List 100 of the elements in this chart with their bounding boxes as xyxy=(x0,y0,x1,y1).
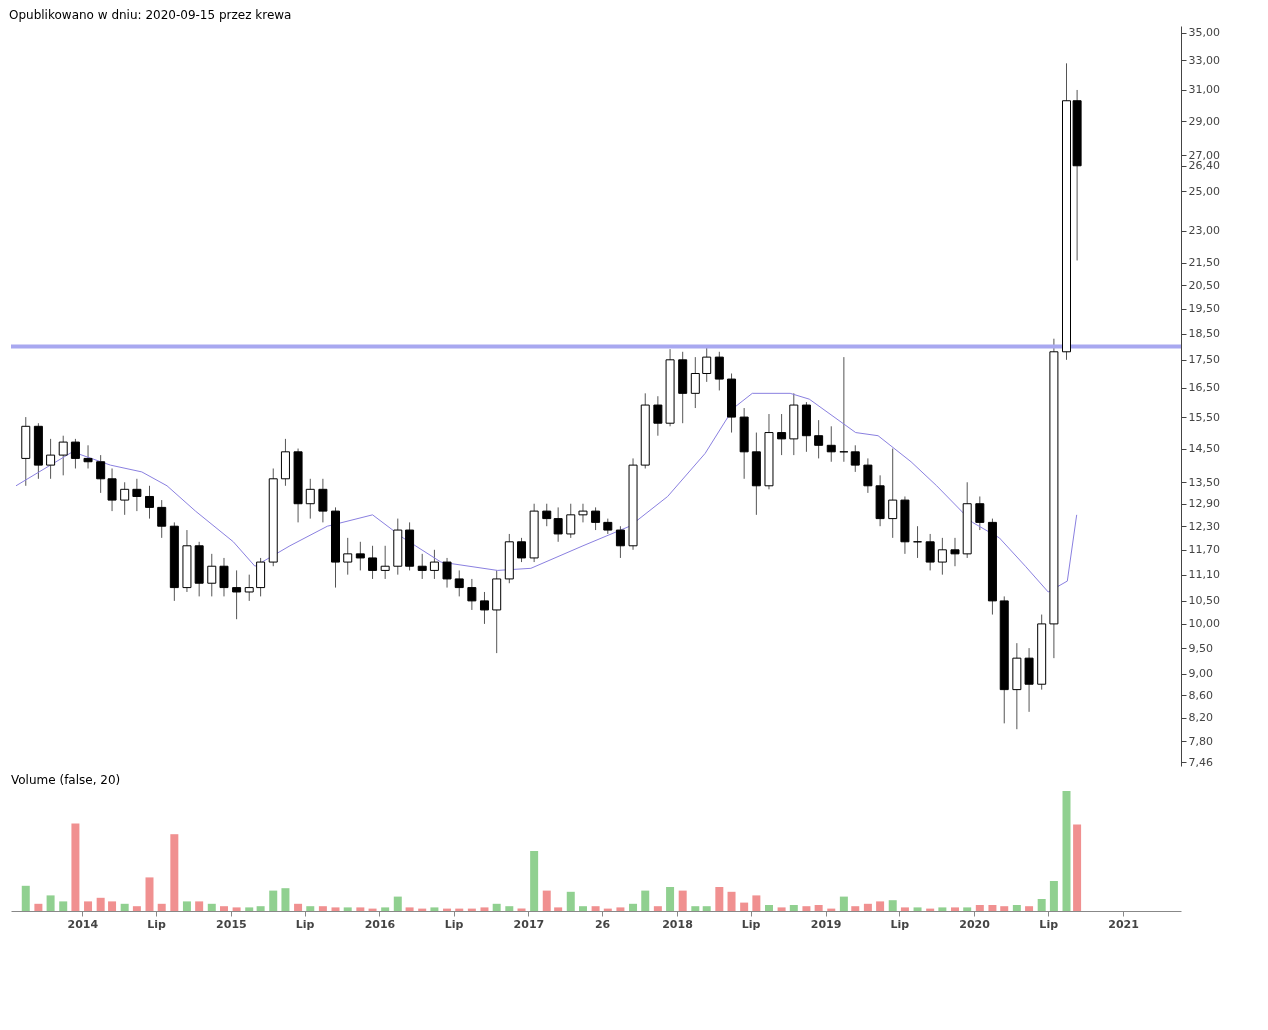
y-tick-label: 25,00 xyxy=(1188,184,1220,198)
bar xyxy=(318,906,327,911)
bar xyxy=(430,907,439,911)
y-tick-label: 8,20 xyxy=(1188,711,1213,725)
bar xyxy=(641,890,650,911)
bar xyxy=(1049,881,1058,911)
candlestick xyxy=(417,553,427,580)
candlestick xyxy=(219,557,229,597)
candlestick xyxy=(207,553,217,597)
candlestick xyxy=(157,499,167,539)
candlestick xyxy=(83,444,93,469)
bar xyxy=(108,901,117,911)
candlestick xyxy=(120,481,130,516)
candlestick xyxy=(107,468,117,512)
bar xyxy=(616,907,625,911)
y-tick-label: 33,00 xyxy=(1188,53,1220,67)
x-tick-label: 2019 xyxy=(810,917,842,931)
bar xyxy=(727,891,736,911)
bar xyxy=(59,901,68,911)
bar xyxy=(963,907,972,911)
bar xyxy=(207,903,216,911)
candlestick xyxy=(145,485,154,520)
y-tick-label: 10,50 xyxy=(1188,594,1220,608)
candlestick xyxy=(814,419,824,459)
candlestick xyxy=(578,503,588,523)
bar xyxy=(691,906,700,911)
y-tick-label: 31,00 xyxy=(1188,83,1220,97)
candlestick xyxy=(232,569,242,620)
bar xyxy=(578,906,587,911)
y-tick-label: 9,50 xyxy=(1188,641,1213,655)
line-series xyxy=(15,392,1078,593)
candlestick xyxy=(591,506,601,531)
x-tick-label: Lip xyxy=(741,917,761,931)
bar xyxy=(1000,906,1009,911)
y-tick-label: 20,50 xyxy=(1188,278,1220,292)
bar xyxy=(764,905,773,911)
candlestick xyxy=(305,478,315,520)
bar xyxy=(678,890,687,911)
candlestick xyxy=(318,478,328,523)
y-tick-label: 35,00 xyxy=(1188,26,1220,40)
bar xyxy=(269,890,278,911)
x-tick-label: 2016 xyxy=(364,917,396,931)
y-tick-label: 8,60 xyxy=(1188,688,1213,702)
candlestick xyxy=(368,545,378,580)
bar xyxy=(530,851,539,911)
bar xyxy=(84,901,93,911)
bar xyxy=(393,896,402,911)
candlestick xyxy=(442,557,452,589)
bar xyxy=(1037,899,1046,911)
candlestick xyxy=(542,503,552,527)
y-tick-label: 23,00 xyxy=(1188,224,1220,238)
bar xyxy=(591,906,600,911)
x-tick-label: Lip xyxy=(890,917,910,931)
x-tick-label: 2018 xyxy=(662,917,693,931)
y-tick-label: 12,30 xyxy=(1188,519,1220,533)
bar xyxy=(505,906,514,911)
candlestick xyxy=(46,438,56,480)
candlestick xyxy=(850,444,860,473)
x-tick-label: Lip xyxy=(295,917,315,931)
y-tick-label: 29,00 xyxy=(1188,114,1220,128)
candlestick xyxy=(553,506,563,543)
bar xyxy=(851,906,860,911)
x-tick-label: Lip xyxy=(444,917,464,931)
x-tick-label: 26 xyxy=(594,917,611,931)
x-tick-label: 2015 xyxy=(216,917,247,931)
bar xyxy=(381,907,390,911)
candlestick xyxy=(380,545,390,580)
y-tick-label: 11,10 xyxy=(1188,568,1220,582)
bar xyxy=(281,888,290,911)
chart-title: Opublikowano w dniu: 2020-09-15 przez krewa xyxy=(9,8,292,22)
bar xyxy=(492,903,501,911)
bar xyxy=(256,906,265,911)
bar xyxy=(653,906,662,911)
y-tick-label: 26,40 xyxy=(1188,159,1220,173)
candlestick xyxy=(355,541,365,571)
bar xyxy=(900,907,909,911)
candlestick xyxy=(429,549,439,580)
bar xyxy=(480,907,489,911)
bar xyxy=(1073,824,1082,911)
bar xyxy=(863,903,872,911)
candlestick xyxy=(863,457,873,494)
bar xyxy=(34,903,43,911)
candlestick xyxy=(566,503,576,539)
y-tick-label: 10,00 xyxy=(1188,617,1220,631)
y-tick-label: 14,50 xyxy=(1188,442,1220,456)
candlestick xyxy=(714,351,724,391)
y-tick-label: 11,70 xyxy=(1188,543,1220,557)
candlestick xyxy=(615,525,625,559)
candlestick xyxy=(925,533,935,571)
bar xyxy=(913,907,922,911)
bar xyxy=(21,885,30,911)
y-tick-label: 15,50 xyxy=(1188,410,1220,424)
bar xyxy=(876,901,885,911)
bar xyxy=(802,906,811,911)
x-tick-label: 2020 xyxy=(959,917,991,931)
bar xyxy=(356,907,365,911)
bar xyxy=(702,906,711,911)
bar xyxy=(1012,905,1021,911)
candlestick xyxy=(777,413,787,456)
bar xyxy=(120,903,129,911)
